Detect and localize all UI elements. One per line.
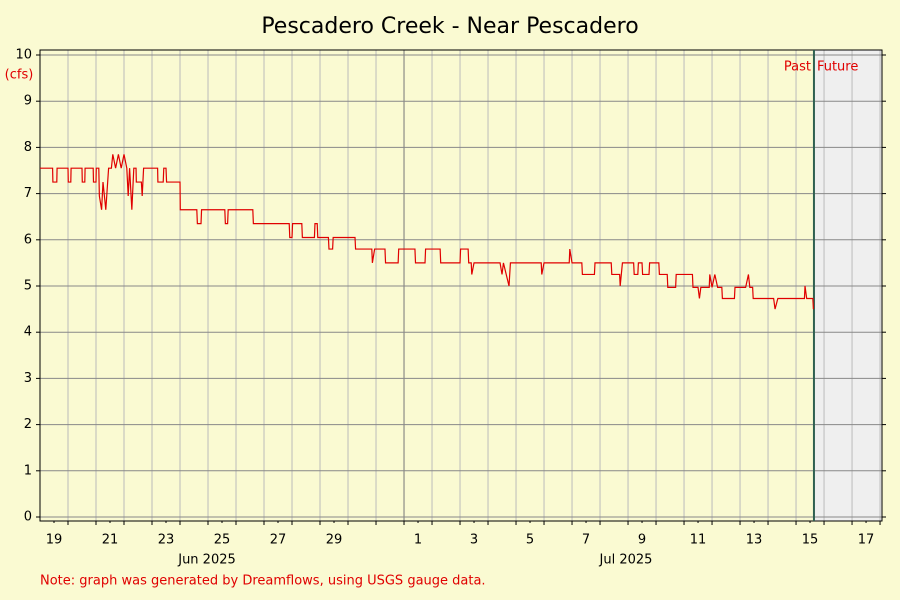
x-tick-label: 21 [102, 533, 119, 548]
x-tick-label: 15 [802, 533, 819, 548]
y-tick-label: 3 [24, 371, 32, 386]
future-label: Future [817, 60, 858, 75]
x-tick-label: 9 [638, 533, 646, 548]
y-tick-label: 10 [15, 48, 32, 63]
x-tick-label: 27 [270, 533, 287, 548]
flow-line [40, 154, 814, 310]
y-tick-label: 0 [24, 510, 32, 525]
past-label: Past [784, 60, 811, 75]
x-month-label: Jul 2025 [599, 553, 653, 568]
x-tick-label: 17 [858, 533, 875, 548]
y-tick-label: 7 [24, 186, 32, 201]
y-axis-label: (cfs) [5, 68, 34, 83]
x-tick-label: 29 [326, 533, 343, 548]
y-tick-label: 9 [24, 94, 32, 109]
x-tick-label: 25 [214, 533, 231, 548]
x-tick-label: 3 [470, 533, 478, 548]
x-month-label: Jun 2025 [177, 553, 236, 568]
x-tick-label: 5 [526, 533, 534, 548]
y-tick-label: 6 [24, 232, 32, 247]
y-tick-label: 2 [24, 417, 32, 432]
y-tick-label: 4 [24, 325, 32, 340]
x-tick-label: 13 [746, 533, 763, 548]
y-tick-label: 8 [24, 140, 32, 155]
note: Note: graph was generated by Dreamflows,… [40, 574, 486, 589]
y-tick-label: 5 [24, 279, 32, 294]
x-tick-label: 7 [582, 533, 590, 548]
x-tick-label: 1 [414, 533, 422, 548]
x-tick-label: 23 [158, 533, 175, 548]
y-tick-label: 1 [24, 463, 32, 478]
chart-title: Pescadero Creek - Near Pescadero [261, 14, 638, 39]
x-tick-label: 11 [690, 533, 707, 548]
x-tick-label: 19 [46, 533, 63, 548]
plot-frame [39, 49, 883, 522]
